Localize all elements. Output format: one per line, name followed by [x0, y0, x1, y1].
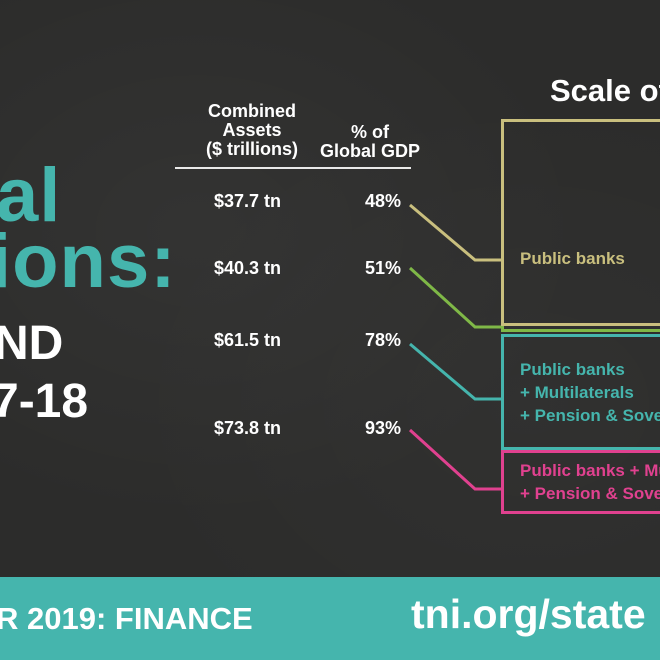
assets-value-row-4: $73.8 tn — [214, 418, 282, 438]
gdp-value-row-3: 78% — [365, 330, 402, 350]
gdp-column-header: % of Global GDP — [312, 123, 428, 161]
connector-green — [408, 266, 502, 329]
footer-website-link[interactable]: tni.org/state — [411, 591, 646, 637]
assets-header-line-2: Assets — [222, 120, 282, 140]
table-header-rule — [175, 167, 411, 169]
gdp-value-row-2: 51% — [365, 258, 402, 278]
headline-line-4: 7-18 — [0, 375, 89, 428]
assets-value-row-3: $61.5 tn — [214, 330, 282, 350]
connector-magenta — [408, 428, 502, 491]
assets-value-row-2: $40.3 tn — [214, 258, 282, 278]
assets-value-row-1: $37.7 tn — [214, 191, 282, 211]
assets-header-line-1: Combined — [208, 101, 296, 121]
headline-line-3: ND — [0, 317, 64, 370]
gdp-value-row-4: 93% — [365, 418, 402, 438]
scale-title: Scale of — [550, 73, 660, 108]
box-label-magenta-line-2: + Pension & Sove — [520, 484, 660, 503]
footer-report-title: R 2019: FINANCE — [0, 601, 253, 636]
assets-column-header: Combined Assets ($ trillions) — [176, 102, 328, 159]
box-label-teal-line-3: + Pension & Sove — [520, 406, 660, 425]
footer-bar: R 2019: FINANCE tni.org/state — [0, 577, 660, 660]
box-public-banks-multilaterals-pension-sovereign — [501, 450, 660, 514]
box-label-magenta-line-1: Public banks + Mu — [520, 461, 660, 480]
box-public-banks-multilaterals-pension — [501, 334, 660, 450]
connector-teal — [409, 342, 502, 401]
headline-line-1: al — [0, 153, 62, 238]
box-label-teal-line-1: Public banks — [520, 360, 625, 379]
chalkboard-background — [0, 0, 660, 577]
gdp-header-line-1: % of — [351, 122, 389, 142]
box-label-teal-line-2: + Multilaterals — [520, 383, 634, 402]
box-public-banks — [501, 119, 660, 326]
connector-khaki — [409, 203, 502, 262]
assets-header-line-3: ($ trillions) — [205, 139, 298, 159]
gdp-value-row-1: 48% — [365, 191, 402, 211]
headline-line-2: ions: — [0, 219, 177, 304]
gdp-header-line-2: Global GDP — [319, 141, 420, 161]
box-label-public-banks: Public banks — [520, 249, 625, 268]
